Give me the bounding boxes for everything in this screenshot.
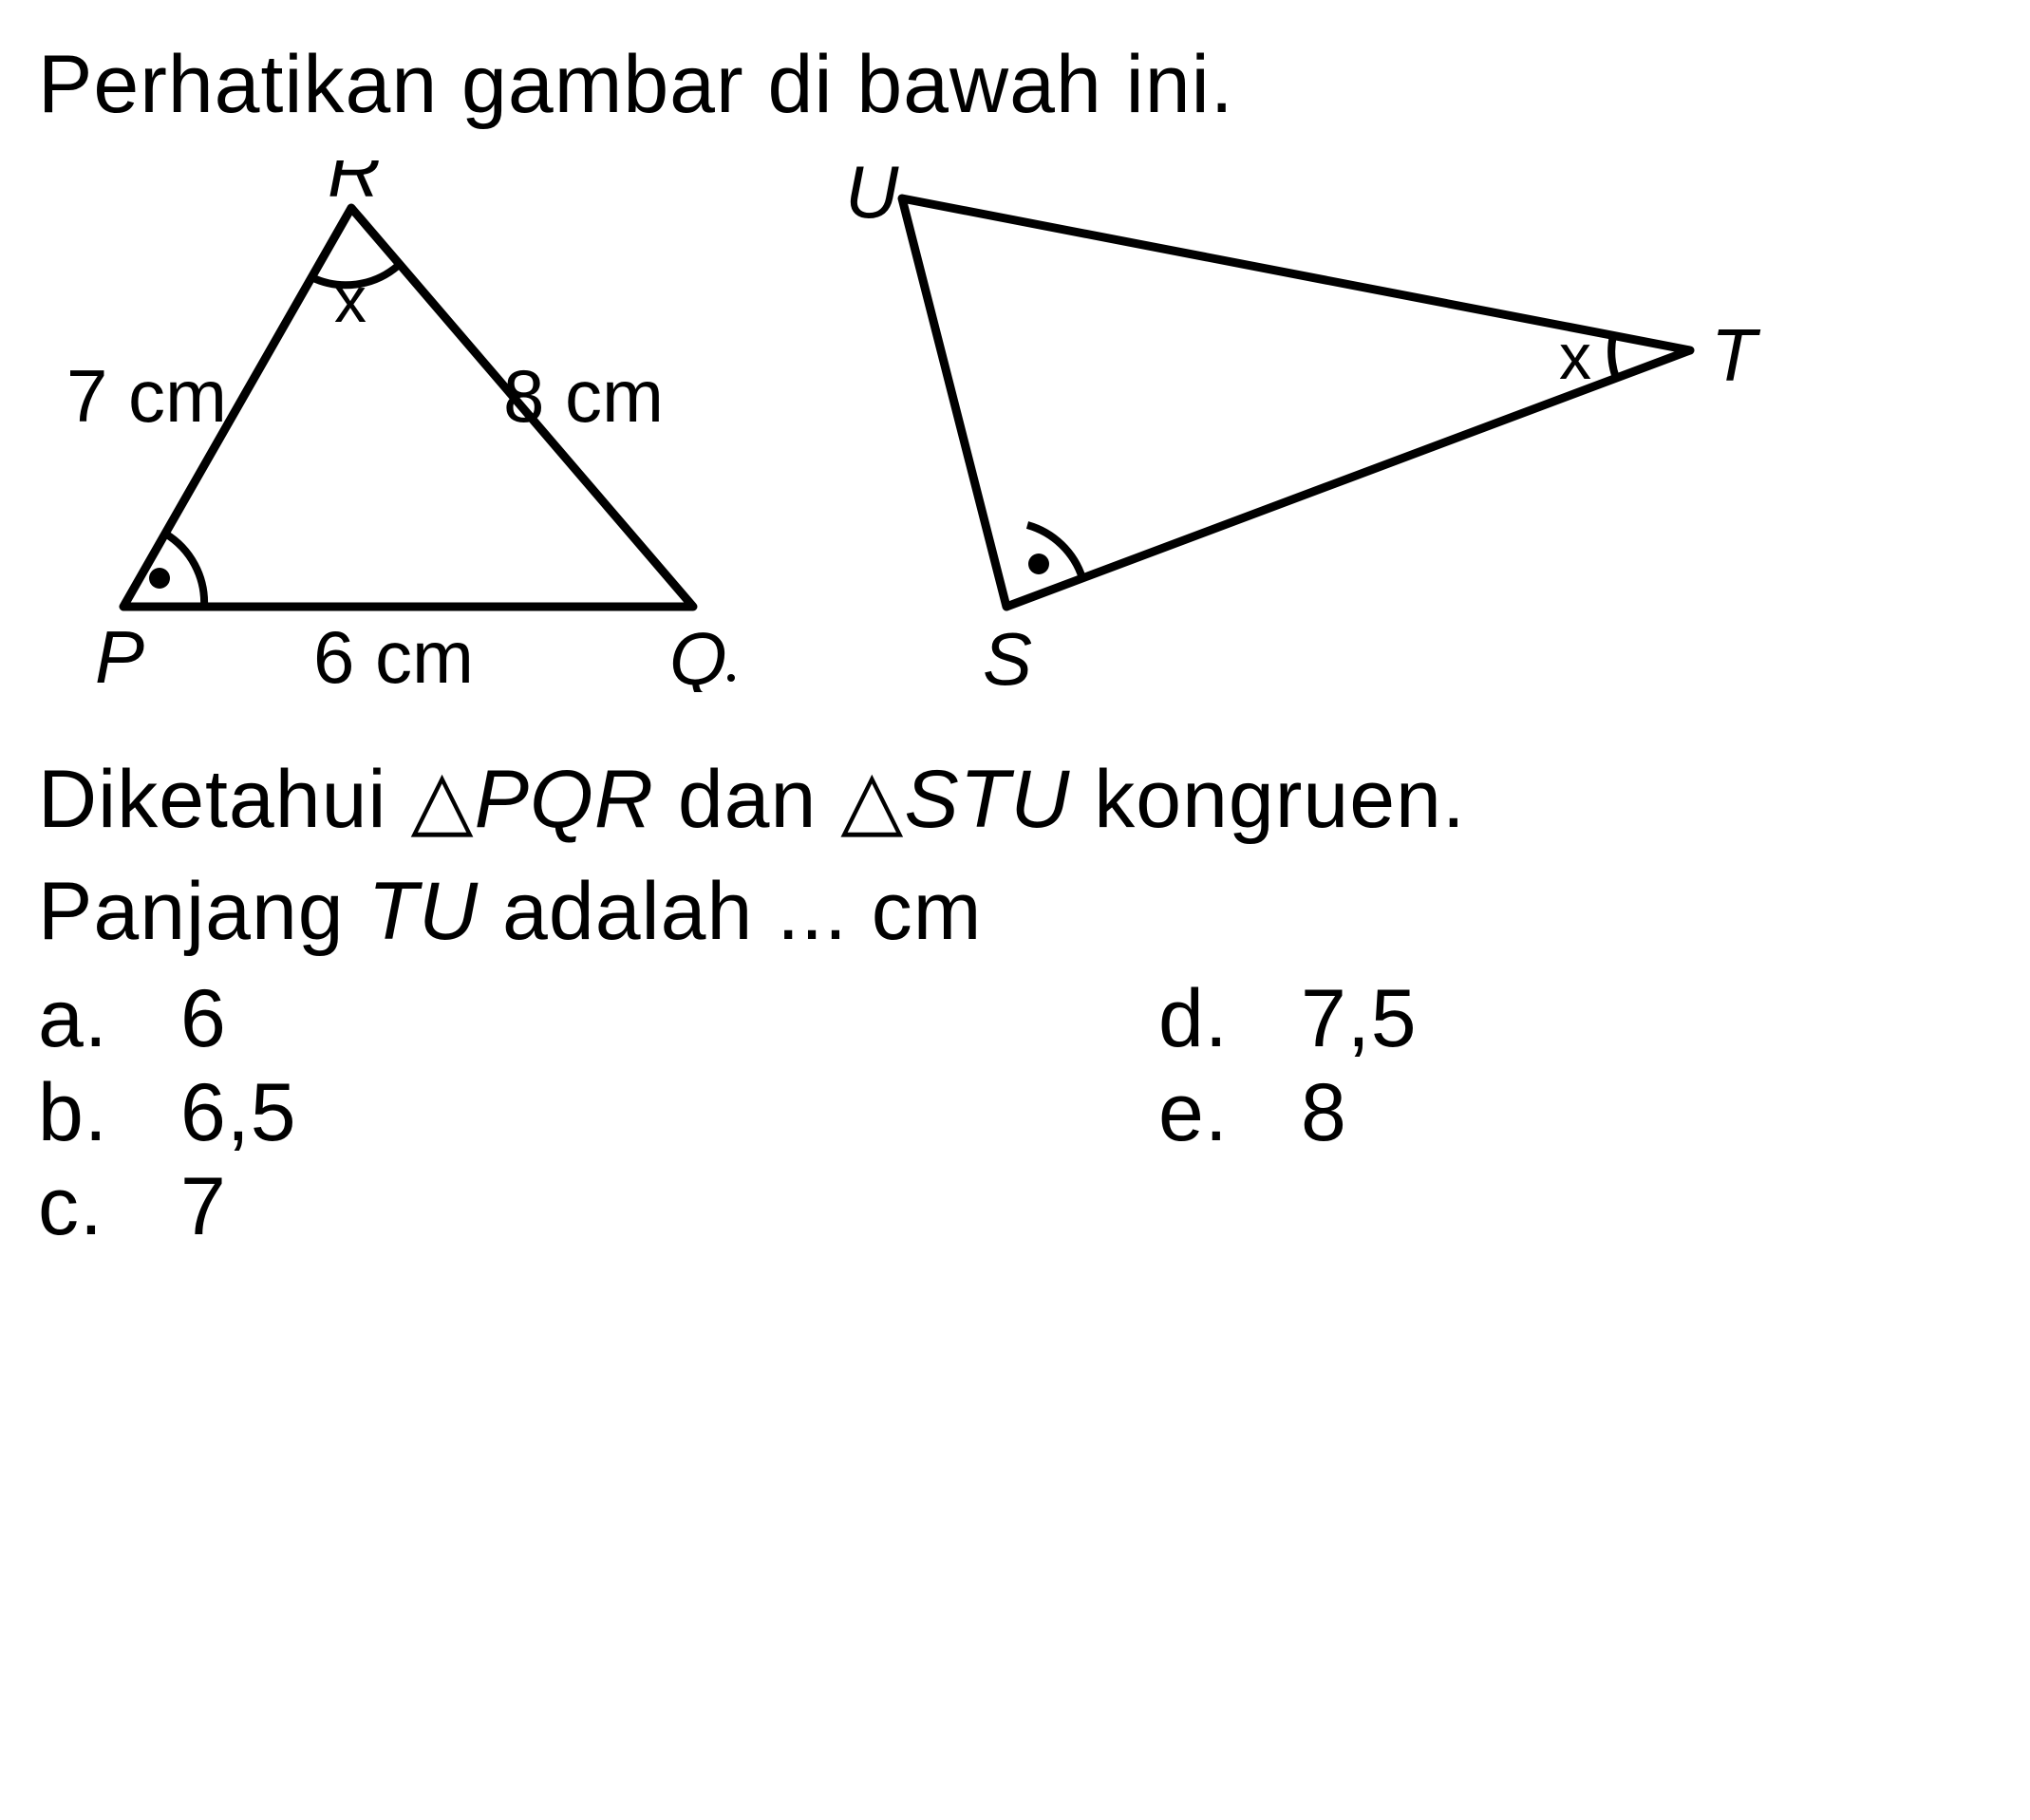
option-b: b. 6,5 [38,1066,1158,1160]
vertex-t-label: T [1711,313,1761,397]
vertex-u-label: U [845,160,899,234]
stmt1-post: kongruen. [1070,754,1465,845]
question-prompt: Perhatikan gambar di bawah ini. [38,38,1992,132]
option-c-value: 7 [180,1160,227,1254]
options-row-2: b. 6,5 e. 8 [38,1066,1992,1160]
statement-line-2: Panjang TU adalah ... cm [38,861,1992,964]
stmt1-pre: Diketahui [38,754,410,845]
options-block: a. 6 d. 7,5 b. 6,5 e. 8 c. 7 [38,972,1992,1254]
stmt2-pre: Panjang [38,866,368,957]
option-d-value: 7,5 [1301,972,1418,1066]
stmt2-post: adalah ... cm [479,866,982,957]
angle-t-label: x [1559,321,1591,393]
option-a: a. 6 [38,972,1158,1066]
vertex-s-label: S [983,617,1032,692]
diagram-row: R x 7 cm 8 cm P 6 cm Q [66,160,1992,692]
side-pq-label: 6 cm [313,615,474,692]
triangle-symbol-1: △ [410,754,474,845]
option-e-value: 8 [1301,1066,1347,1160]
option-a-letter: a. [38,972,180,1066]
option-c-letter: c. [38,1160,180,1254]
angle-s-dot [1028,554,1049,574]
option-b-letter: b. [38,1066,180,1160]
option-b-value: 6,5 [180,1066,297,1160]
option-d-letter: d. [1158,972,1301,1066]
triangle-pqr: R x 7 cm 8 cm P 6 cm Q [66,160,769,692]
options-row-3: c. 7 [38,1160,1992,1254]
angle-t-arc [1611,335,1616,378]
option-a-value: 6 [180,972,227,1066]
statement-line-1: Diketahui △PQR dan △STU kongruen. [38,749,1992,852]
stmt1-tri1: PQR [475,754,654,845]
option-d: d. 7,5 [1158,972,1418,1066]
option-c: c. 7 [38,1160,1158,1254]
dot-after-q [727,674,735,682]
triangle-symbol-2: △ [840,754,904,845]
vertex-q-label: Q [669,617,727,692]
vertex-r-label: R [328,160,381,213]
option-e: e. 8 [1158,1066,1347,1160]
options-row-1: a. 6 d. 7,5 [38,972,1992,1066]
stmt2-var: TU [368,866,479,957]
triangle-stu-shape [902,198,1690,607]
triangle-stu: U x T S [845,160,1795,692]
angle-r-label: x [334,264,367,336]
option-e-letter: e. [1158,1066,1301,1160]
stmt1-mid: dan [654,754,840,845]
side-pr-label: 7 cm [66,354,227,438]
angle-p-dot [149,568,170,589]
side-rq-label: 8 cm [503,354,664,438]
angle-p-arc [165,534,204,607]
vertex-p-label: P [95,615,144,692]
stmt1-tri2: STU [904,754,1070,845]
question-page: Perhatikan gambar di bawah ini. R x 7 cm… [38,38,1992,1254]
